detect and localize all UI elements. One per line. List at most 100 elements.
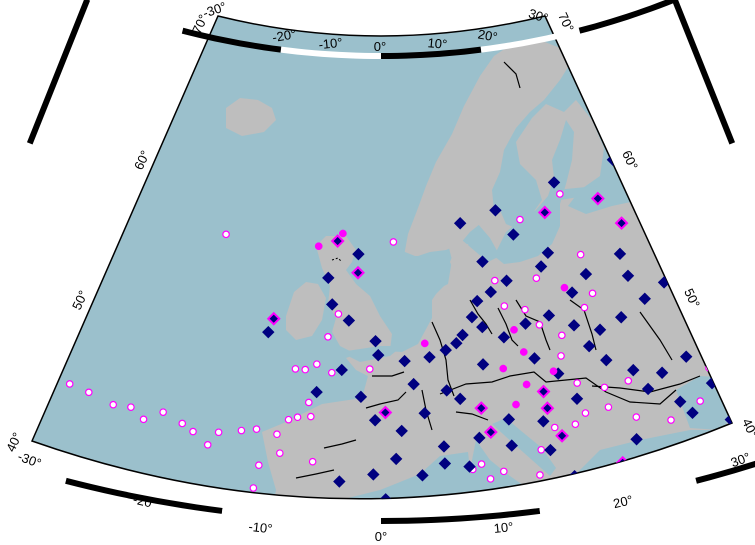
station-circle <box>153 521 159 527</box>
station-diamond <box>450 337 463 350</box>
station-circle <box>581 409 590 417</box>
station-diamond-outlined <box>537 205 552 220</box>
station-circle <box>237 426 246 435</box>
station-diamond <box>418 407 431 420</box>
station-diamond <box>262 325 275 339</box>
station-diamond-outlined <box>617 103 632 117</box>
station-circle <box>217 501 223 507</box>
station-diamond <box>289 496 303 499</box>
station-diamond-outlined <box>536 384 551 399</box>
station-circle <box>477 460 486 468</box>
top-label: 10° <box>427 35 448 52</box>
station-diamond-outlined <box>669 120 684 135</box>
station-diamond <box>437 440 451 453</box>
station-circle <box>301 365 310 374</box>
bottom-label: -10° <box>248 519 273 536</box>
station-circle <box>535 320 544 329</box>
station-circle <box>696 397 704 405</box>
station-diamond <box>684 203 698 216</box>
bottom-label: 0° <box>375 529 387 544</box>
station-dot <box>420 339 429 348</box>
top-label: 20° <box>477 26 499 44</box>
station-diamond <box>379 493 392 499</box>
river-ebro <box>323 439 357 449</box>
river-danube <box>439 371 677 405</box>
station-dot <box>314 242 323 251</box>
station-diamond <box>547 176 561 189</box>
station-circle <box>537 445 546 454</box>
station-circle <box>276 449 284 457</box>
station-circle <box>273 430 281 439</box>
station-circle <box>178 419 187 428</box>
station-circle <box>319 510 325 516</box>
station-diamond <box>507 228 520 241</box>
frame-bar-white <box>86 0 184 34</box>
frame-bar-black <box>695 460 755 484</box>
station-diamond <box>372 348 385 362</box>
station-diamond-outlined <box>474 401 489 416</box>
station-diamond-outlined <box>378 405 393 420</box>
station-diamond <box>502 413 516 426</box>
station-circle <box>203 440 212 449</box>
station-diamond-outlined <box>590 191 605 206</box>
station-diamond-outlined <box>667 155 682 170</box>
station-circle <box>576 250 585 259</box>
ireland <box>286 282 326 340</box>
station-circle <box>418 530 424 536</box>
station-diamond-outlined <box>722 217 732 231</box>
station-circle <box>308 457 317 466</box>
frame-bar-black <box>671 0 736 145</box>
station-diamond <box>369 334 382 348</box>
station-diamond <box>582 339 596 353</box>
station-circle <box>536 471 544 479</box>
station-diamond-outlined <box>614 216 629 231</box>
station-circle <box>222 230 230 239</box>
station-circle <box>139 415 148 424</box>
river-seine <box>372 371 405 377</box>
station-diamond <box>352 247 365 261</box>
bottom-label: 10° <box>493 519 514 536</box>
station-circle <box>624 376 633 385</box>
station-circle <box>63 491 71 499</box>
station-diamond <box>570 392 584 405</box>
station-circle <box>694 455 703 464</box>
station-circle <box>704 58 713 67</box>
left-label: 60° <box>131 148 153 172</box>
station-circle <box>65 380 74 388</box>
station-circle <box>85 388 93 397</box>
station-diamond <box>655 366 669 379</box>
station-diamond <box>456 328 469 342</box>
station-diamond <box>600 353 613 367</box>
station-circle <box>140 109 148 118</box>
station-diamond <box>310 385 323 399</box>
station-diamond <box>519 317 532 330</box>
station-circle <box>588 289 597 298</box>
bottom-label: 30° <box>729 449 753 470</box>
station-circle <box>155 529 161 535</box>
station-circle <box>490 276 499 285</box>
frame-bar-white <box>221 507 382 524</box>
station-diamond <box>674 395 687 408</box>
station-circle <box>532 274 541 283</box>
station-diamond <box>534 260 548 273</box>
station-circle <box>244 497 253 499</box>
station-circle <box>667 416 675 424</box>
station-diamond <box>335 363 348 377</box>
station-circle <box>580 303 589 312</box>
station-circle <box>252 425 261 433</box>
river-rhine <box>431 321 455 397</box>
frame-bar-black <box>26 0 91 145</box>
station-circle <box>632 413 641 421</box>
station-diamond <box>544 443 557 457</box>
iceland <box>226 98 276 136</box>
bottom-label: -20° <box>132 492 159 512</box>
station-diamond <box>354 390 368 404</box>
river-oder <box>497 307 519 347</box>
baltic-sea <box>494 120 574 264</box>
station-diamond <box>627 363 640 377</box>
station-diamond-outlined <box>555 428 569 443</box>
station-diamond <box>440 384 453 397</box>
station-diamond <box>463 460 476 473</box>
left-label: 50° <box>69 288 91 312</box>
